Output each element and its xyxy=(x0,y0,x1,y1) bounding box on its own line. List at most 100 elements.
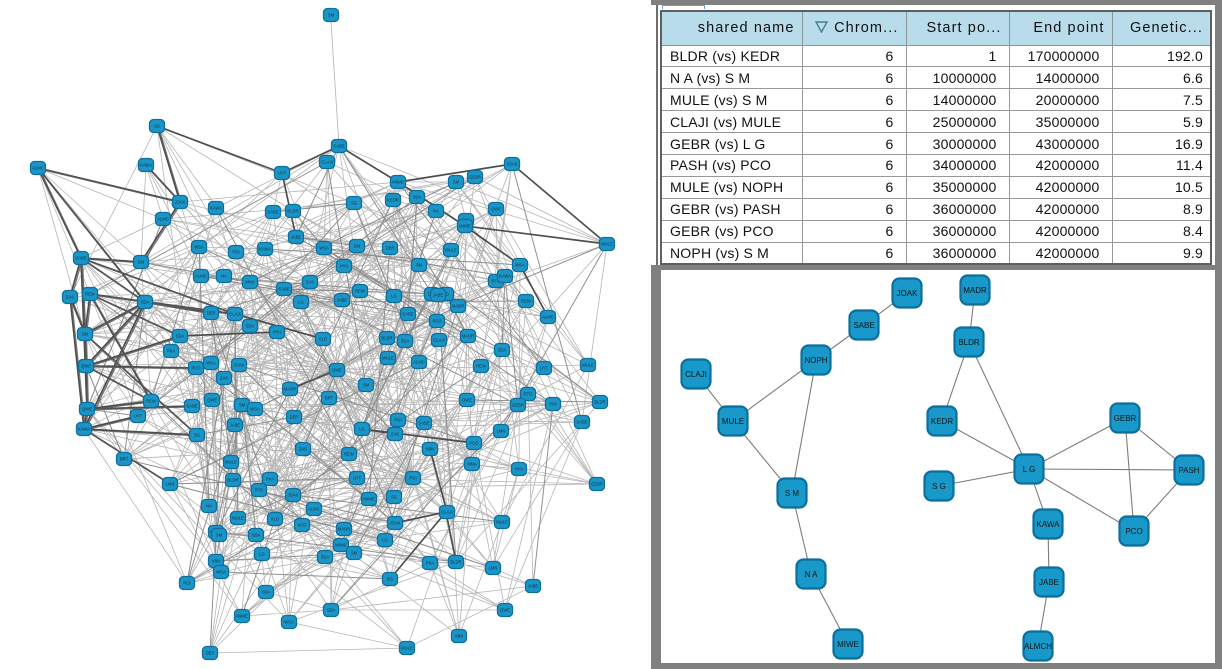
svg-text:JABE: JABE xyxy=(433,293,444,298)
svg-text:VBN: VBN xyxy=(212,559,221,564)
svg-text:PCO: PCO xyxy=(1125,527,1142,536)
svg-text:MULE: MULE xyxy=(382,356,394,361)
svg-text:KEDR: KEDR xyxy=(387,198,399,203)
svg-text:SDA: SDA xyxy=(413,195,422,200)
svg-text:POI: POI xyxy=(409,476,416,481)
svg-text:BLDR: BLDR xyxy=(227,478,238,483)
svg-text:SDA: SDA xyxy=(262,590,271,595)
svg-text:JABE: JABE xyxy=(291,235,302,240)
svg-text:HYU: HYU xyxy=(340,264,349,269)
svg-text:S M: S M xyxy=(785,489,800,498)
svg-text:WSA: WSA xyxy=(206,361,216,366)
svg-text:BRT: BRT xyxy=(325,396,334,401)
svg-text:SG: SG xyxy=(387,577,393,582)
svg-text:MIWE: MIWE xyxy=(459,224,471,229)
svg-text:MADR: MADR xyxy=(452,304,464,309)
svg-text:KAWA: KAWA xyxy=(140,163,152,168)
svg-text:UYT: UYT xyxy=(278,171,287,176)
svg-text:SM: SM xyxy=(453,180,460,185)
svg-text:WSA: WSA xyxy=(250,407,260,412)
svg-text:QWE: QWE xyxy=(207,398,217,403)
svg-text:KAWA: KAWA xyxy=(499,274,511,279)
svg-text:DER: DER xyxy=(207,311,216,316)
svg-text:L G: L G xyxy=(1023,465,1036,474)
svg-text:ALMC: ALMC xyxy=(308,507,320,512)
svg-text:ZAS: ZAS xyxy=(220,376,228,381)
svg-text:REW: REW xyxy=(344,452,354,457)
svg-text:QWE: QWE xyxy=(500,608,510,613)
svg-text:KLO: KLO xyxy=(319,337,328,342)
svg-text:JOAK: JOAK xyxy=(897,289,919,298)
svg-text:KAWA: KAWA xyxy=(210,206,222,211)
svg-text:VBN: VBN xyxy=(426,447,435,452)
svg-text:LG: LG xyxy=(391,294,397,299)
svg-text:GEBR: GEBR xyxy=(512,403,524,408)
svg-text:DER: DER xyxy=(386,246,395,251)
svg-text:MIWE: MIWE xyxy=(837,640,859,649)
svg-text:SDA: SDA xyxy=(252,533,261,538)
svg-text:POI: POI xyxy=(232,250,239,255)
svg-text:ALMC: ALMC xyxy=(157,217,169,222)
svg-text:MULE: MULE xyxy=(601,242,613,247)
svg-text:SM: SM xyxy=(82,332,89,337)
svg-text:SG: SG xyxy=(154,124,160,129)
svg-text:SM: SM xyxy=(216,533,223,538)
svg-text:GEBR: GEBR xyxy=(591,482,603,487)
svg-text:JABE: JABE xyxy=(337,298,348,303)
svg-text:JOAK: JOAK xyxy=(390,521,401,526)
svg-text:WSA: WSA xyxy=(284,620,294,625)
svg-text:JABE: JABE xyxy=(230,423,241,428)
svg-text:HYU: HYU xyxy=(515,467,524,472)
svg-text:REW: REW xyxy=(355,289,365,294)
svg-text:KAWA: KAWA xyxy=(259,247,271,252)
svg-text:SM: SM xyxy=(239,403,246,408)
svg-text:S G: S G xyxy=(932,482,946,491)
svg-text:SDA: SDA xyxy=(141,300,150,305)
svg-text:SDA: SDA xyxy=(176,334,185,339)
svg-text:CLAJI: CLAJI xyxy=(441,510,452,515)
svg-text:JOAK: JOAK xyxy=(175,200,186,205)
svg-text:SABE: SABE xyxy=(186,404,197,409)
svg-text:MULE: MULE xyxy=(225,460,237,465)
svg-text:UYT: UYT xyxy=(134,414,143,419)
svg-text:WSA: WSA xyxy=(515,263,525,268)
svg-text:GEBR: GEBR xyxy=(1114,414,1137,423)
svg-text:ALMC: ALMC xyxy=(195,274,207,279)
svg-text:SABE: SABE xyxy=(853,321,874,330)
svg-text:REW: REW xyxy=(476,364,486,369)
svg-text:CLAJI: CLAJI xyxy=(229,312,240,317)
svg-text:MIWE: MIWE xyxy=(363,497,375,502)
svg-text:SABE: SABE xyxy=(402,312,413,317)
svg-text:SG: SG xyxy=(391,495,397,500)
svg-text:LMN: LMN xyxy=(489,566,498,571)
svg-text:UYT: UYT xyxy=(353,476,362,481)
svg-text:SM: SM xyxy=(363,383,370,388)
svg-text:BRT: BRT xyxy=(120,457,129,462)
svg-text:BLDR: BLDR xyxy=(958,338,980,347)
svg-text:HYU: HYU xyxy=(273,330,282,335)
svg-text:DER: DER xyxy=(206,651,215,656)
svg-text:SABE: SABE xyxy=(576,420,587,425)
svg-text:QWE: QWE xyxy=(81,364,91,369)
svg-text:ZAS: ZAS xyxy=(66,295,74,300)
svg-text:SM: SM xyxy=(351,551,358,556)
svg-text:KLO: KLO xyxy=(271,517,280,522)
svg-text:ALMC: ALMC xyxy=(413,360,425,365)
svg-text:ZAS: ZAS xyxy=(391,432,399,437)
svg-text:WSA: WSA xyxy=(194,245,204,250)
svg-text:BLDR: BLDR xyxy=(450,560,461,565)
svg-text:DER: DER xyxy=(290,415,299,420)
svg-text:NOPH: NOPH xyxy=(804,356,827,365)
svg-text:MNA: MNA xyxy=(245,280,255,285)
svg-text:WSA: WSA xyxy=(319,246,329,251)
svg-text:N A: N A xyxy=(805,570,819,579)
svg-text:CLAJI: CLAJI xyxy=(321,160,332,165)
svg-text:ZAS: ZAS xyxy=(306,280,314,285)
svg-text:ZAS: ZAS xyxy=(299,447,307,452)
svg-text:UYT: UYT xyxy=(540,366,549,371)
svg-text:PCO: PCO xyxy=(432,319,442,324)
svg-text:RTO: RTO xyxy=(524,392,533,397)
svg-text:PKA: PKA xyxy=(167,349,176,354)
svg-text:SM: SM xyxy=(328,13,335,18)
svg-text:ALMC: ALMC xyxy=(542,315,554,320)
